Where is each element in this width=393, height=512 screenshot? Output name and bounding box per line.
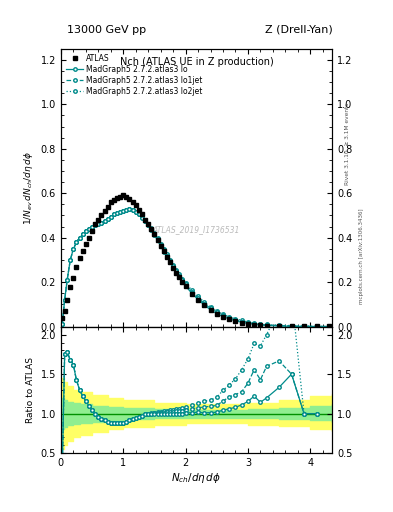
ATLAS: [86, 234, 91, 241]
Y-axis label: $1/N_{ev}\,dN_{ch}/d\eta\,d\phi$: $1/N_{ev}\,dN_{ch}/d\eta\,d\phi$: [22, 151, 35, 225]
MadGraph5 2.7.2.atlas3 lo1jet: [202, 301, 207, 307]
MadGraph5 2.7.2.atlas3 lo: [86, 226, 91, 232]
MadGraph5 2.7.2.atlas3 lo2jet: [60, 322, 64, 328]
Text: Z (Drell-Yan): Z (Drell-Yan): [265, 25, 332, 35]
ATLAS: [302, 324, 307, 330]
Y-axis label: Ratio to ATLAS: Ratio to ATLAS: [26, 357, 35, 423]
Text: Nch (ATLAS UE in Z production): Nch (ATLAS UE in Z production): [119, 57, 274, 67]
ATLAS: [202, 302, 207, 308]
MadGraph5 2.7.2.atlas3 lo: [127, 206, 132, 212]
ATLAS: [121, 193, 126, 199]
MadGraph5 2.7.2.atlas3 lo1jet: [127, 206, 132, 212]
MadGraph5 2.7.2.atlas3 lo2jet: [202, 299, 207, 305]
MadGraph5 2.7.2.atlas3 lo: [60, 322, 64, 328]
MadGraph5 2.7.2.atlas3 lo1jet: [77, 234, 82, 241]
ATLAS: [77, 254, 82, 261]
ATLAS: [65, 297, 70, 303]
MadGraph5 2.7.2.atlas3 lo2jet: [65, 277, 70, 283]
MadGraph5 2.7.2.atlas3 lo: [327, 324, 331, 330]
MadGraph5 2.7.2.atlas3 lo: [77, 234, 82, 241]
MadGraph5 2.7.2.atlas3 lo1jet: [86, 226, 91, 232]
Line: ATLAS: ATLAS: [60, 193, 331, 329]
MadGraph5 2.7.2.atlas3 lo: [302, 324, 307, 330]
MadGraph5 2.7.2.atlas3 lo: [202, 302, 207, 308]
Text: mcplots.cern.ch [arXiv:1306.3436]: mcplots.cern.ch [arXiv:1306.3436]: [359, 208, 364, 304]
MadGraph5 2.7.2.atlas3 lo2jet: [127, 206, 132, 212]
MadGraph5 2.7.2.atlas3 lo1jet: [327, 324, 331, 330]
Text: 13000 GeV pp: 13000 GeV pp: [66, 25, 146, 35]
MadGraph5 2.7.2.atlas3 lo2jet: [86, 226, 91, 232]
Legend: ATLAS, MadGraph5 2.7.2.atlas3 lo, MadGraph5 2.7.2.atlas3 lo1jet, MadGraph5 2.7.2: ATLAS, MadGraph5 2.7.2.atlas3 lo, MadGra…: [63, 51, 206, 99]
MadGraph5 2.7.2.atlas3 lo1jet: [155, 236, 160, 242]
ATLAS: [155, 237, 160, 243]
ATLAS: [60, 315, 64, 321]
Text: Rivet 3.1.10, ≥ 3.1M events: Rivet 3.1.10, ≥ 3.1M events: [345, 102, 350, 184]
MadGraph5 2.7.2.atlas3 lo2jet: [327, 324, 331, 330]
Line: MadGraph5 2.7.2.atlas3 lo1jet: MadGraph5 2.7.2.atlas3 lo1jet: [62, 209, 329, 327]
Text: ATLAS_2019_I1736531: ATLAS_2019_I1736531: [153, 225, 240, 234]
MadGraph5 2.7.2.atlas3 lo2jet: [155, 236, 160, 242]
MadGraph5 2.7.2.atlas3 lo1jet: [314, 324, 319, 330]
MadGraph5 2.7.2.atlas3 lo1jet: [60, 322, 64, 328]
MadGraph5 2.7.2.atlas3 lo1jet: [105, 216, 110, 222]
Line: MadGraph5 2.7.2.atlas3 lo: MadGraph5 2.7.2.atlas3 lo: [62, 209, 329, 327]
ATLAS: [327, 324, 331, 330]
MadGraph5 2.7.2.atlas3 lo2jet: [77, 234, 82, 241]
MadGraph5 2.7.2.atlas3 lo: [65, 277, 70, 283]
MadGraph5 2.7.2.atlas3 lo: [105, 216, 110, 222]
X-axis label: $N_{ch}/d\eta\,d\phi$: $N_{ch}/d\eta\,d\phi$: [171, 471, 222, 485]
MadGraph5 2.7.2.atlas3 lo: [155, 238, 160, 244]
MadGraph5 2.7.2.atlas3 lo2jet: [105, 216, 110, 222]
ATLAS: [105, 203, 110, 209]
Line: MadGraph5 2.7.2.atlas3 lo2jet: MadGraph5 2.7.2.atlas3 lo2jet: [62, 209, 329, 327]
MadGraph5 2.7.2.atlas3 lo1jet: [65, 277, 70, 283]
